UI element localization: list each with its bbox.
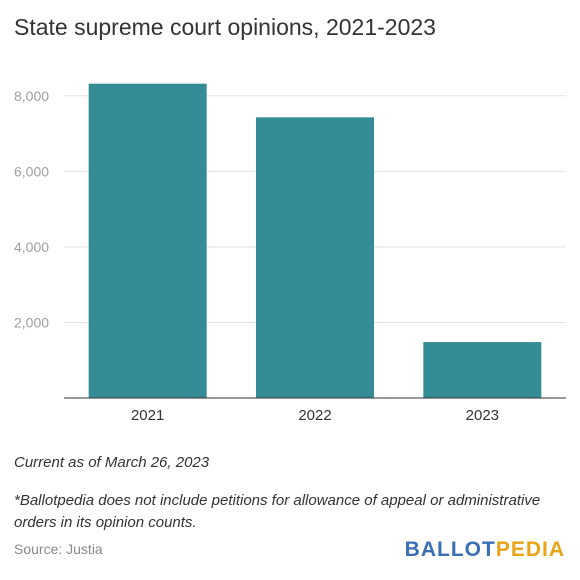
y-axis-ticks: 2,000 4,000 6,000 8,000: [14, 88, 49, 331]
disclaimer-note: *Ballotpedia does not include petitions …: [14, 492, 541, 531]
x-tick-label: 2023: [466, 407, 499, 424]
x-tick-label: 2022: [298, 407, 331, 424]
y-tick-label: 2,000: [14, 314, 49, 330]
x-axis-ticks: 2021 2022 2023: [131, 407, 499, 424]
y-tick-label: 8,000: [14, 88, 49, 104]
y-tick-label: 4,000: [14, 239, 49, 255]
bars: [88, 83, 542, 399]
source-label: Source: Justia: [14, 541, 103, 557]
bar-2021: [88, 83, 207, 398]
bar-2022: [256, 117, 374, 399]
current-as-of-note: Current as of March 26, 2023: [14, 454, 210, 471]
logo-part-ballot: BALLOT: [404, 538, 496, 561]
bar-chart: 2,000 4,000 6,000 8,000 2021 2022 2023: [14, 83, 566, 424]
chart-title: State supreme court opinions, 2021-2023: [14, 14, 436, 40]
logo-part-pedia: PEDIA: [495, 538, 565, 561]
y-tick-label: 6,000: [14, 163, 49, 179]
x-tick-label: 2021: [131, 407, 164, 424]
ballotpedia-logo: BALLOTPEDIA: [405, 538, 565, 562]
bar-2023: [423, 342, 542, 398]
